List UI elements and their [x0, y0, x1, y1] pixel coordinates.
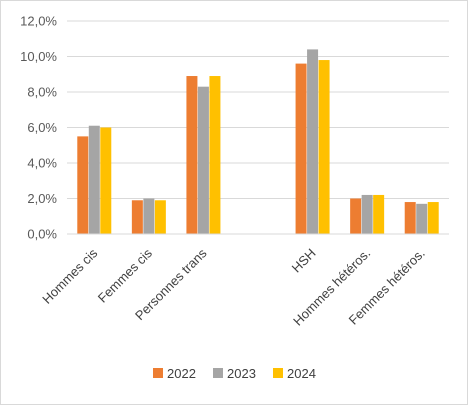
bar-2024 — [318, 60, 330, 234]
bar-2022 — [186, 76, 198, 235]
bar-2022 — [77, 136, 89, 234]
bar-2024 — [100, 127, 112, 234]
bar-2022 — [295, 63, 307, 234]
legend: 2022 2023 2024 — [153, 366, 316, 381]
legend-label: 2023 — [227, 366, 256, 381]
bar-2022 — [350, 198, 362, 234]
legend-swatch — [213, 368, 223, 378]
y-tick-label: 0,0% — [27, 227, 57, 242]
bar-2024 — [154, 200, 166, 234]
bars — [77, 49, 439, 235]
legend-label: 2022 — [167, 366, 196, 381]
x-category-label: Hommes cis — [39, 245, 101, 307]
y-tick-label: 10,0% — [20, 49, 57, 64]
y-tick-label: 4,0% — [27, 156, 57, 171]
bar-2024 — [373, 194, 385, 234]
bar-2022 — [131, 200, 143, 234]
y-tick-label: 6,0% — [27, 120, 57, 135]
bar-2024 — [427, 202, 439, 234]
bar-2023 — [143, 198, 155, 234]
bar-2024 — [209, 76, 221, 235]
y-tick-label: 8,0% — [27, 85, 57, 100]
y-axis-ticks: 0,0% 2,0% 4,0% 6,0% 8,0% 10,0% 12,0% — [20, 14, 57, 242]
legend-swatch — [153, 368, 163, 378]
bar-2023 — [88, 125, 100, 234]
bar-2023 — [197, 86, 209, 234]
bar-2023 — [307, 49, 319, 235]
y-tick-label: 12,0% — [20, 14, 57, 29]
x-category-label: HSH — [289, 246, 319, 276]
bar-2022 — [404, 202, 416, 234]
legend-label: 2024 — [287, 366, 316, 381]
legend-swatch — [273, 368, 283, 378]
y-tick-label: 2,0% — [27, 191, 57, 206]
gridlines — [67, 20, 449, 199]
bar-2023 — [361, 194, 373, 234]
x-category-label: Femmes cis — [95, 245, 155, 305]
bar-2023 — [416, 203, 428, 234]
